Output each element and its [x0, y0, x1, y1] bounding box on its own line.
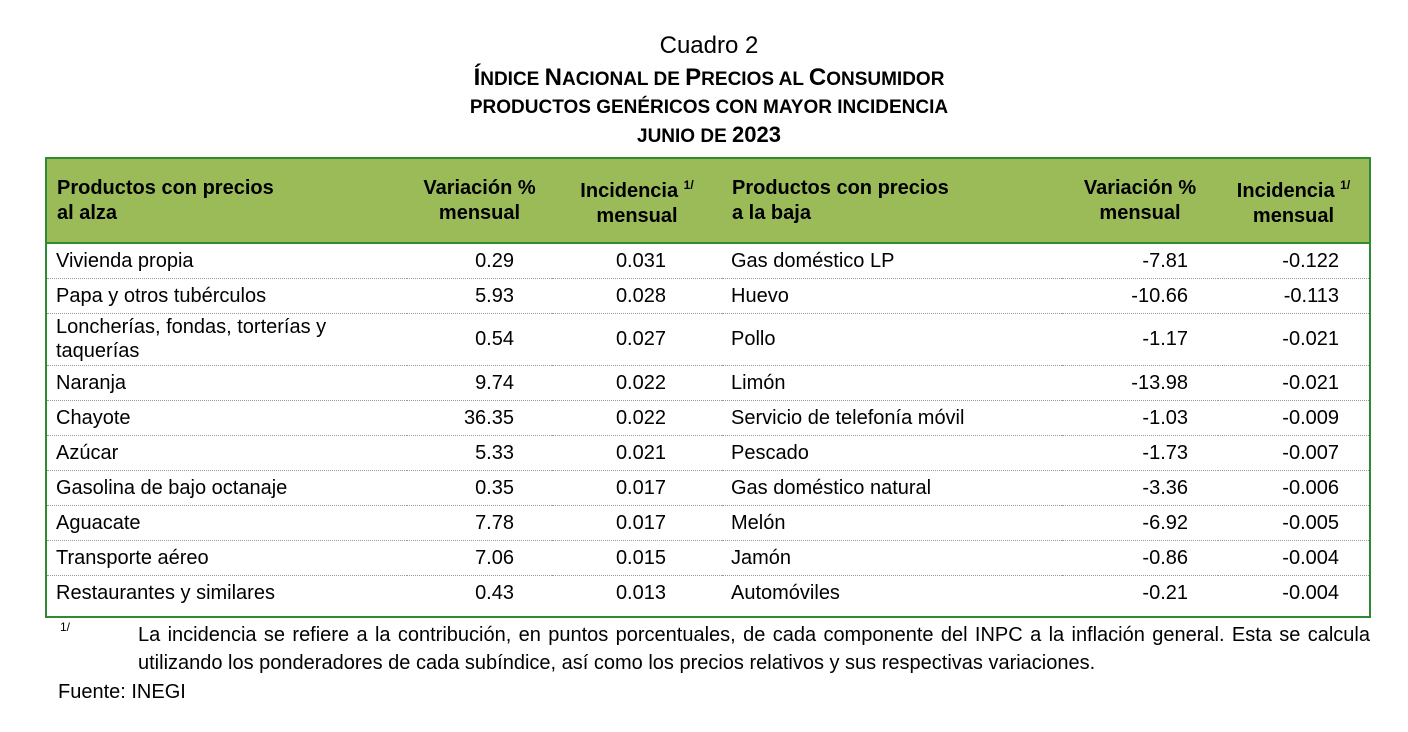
up-variation-cell: 9.74 [407, 365, 552, 401]
up-product-cell: Vivienda propia [47, 243, 407, 279]
up-variation-cell: 5.33 [407, 435, 552, 471]
up-incidence-cell: 0.028 [552, 278, 722, 314]
title-part: ACIONAL DE [561, 69, 686, 90]
column-header-down-incidence: Incidencia 1/mensual [1236, 177, 1351, 227]
up-product-cell: Naranja [47, 365, 407, 401]
footnote-marker: 1/ [60, 620, 71, 634]
up-incidence-cell: 0.031 [552, 243, 722, 279]
column-header-up-incidence: Incidencia 1/mensual [580, 177, 694, 227]
down-incidence-cell: -0.009 [1218, 400, 1369, 436]
title-initial: P [685, 64, 702, 91]
date-label: JUNIO DE [637, 126, 733, 147]
down-product-cell: Automóviles [731, 581, 840, 604]
up-incidence-cell: 0.015 [552, 540, 722, 576]
up-product-cell: Papa y otros tubérculos [47, 278, 407, 314]
down-product-cell: Gas doméstico LP [722, 243, 1062, 279]
down-product-cell: Jamón [722, 540, 1062, 576]
table-row: Gasolina de bajo octanaje 0.35 0.017 Gas… [47, 470, 1369, 506]
column-header-down-variation: Variación % mensual [1083, 176, 1197, 224]
table-row: Chayote 36.35 0.022 Servicio de telefoní… [47, 400, 1369, 436]
down-incidence-cell: -0.005 [1218, 505, 1369, 541]
down-incidence-cell: -0.004 [1282, 581, 1339, 604]
down-incidence-cell: -0.004 [1218, 540, 1369, 576]
down-product-cell: Melón [722, 505, 1062, 541]
up-variation-cell: 0.54 [407, 313, 552, 366]
up-product-cell: Chayote [47, 400, 407, 436]
down-incidence-cell: -0.122 [1218, 243, 1369, 279]
table-row: Papa y otros tubérculos 5.93 0.028 Huevo… [47, 278, 1369, 314]
down-incidence-cell: -0.113 [1218, 278, 1369, 314]
up-variation-cell: 7.78 [407, 505, 552, 541]
up-product-cell: Loncherías, fondas, torterías y taquería… [47, 313, 407, 366]
incidence-table: Productos con precios al alza Variación %… [47, 159, 1369, 610]
table-row: Loncherías, fondas, torterías y taquería… [47, 313, 1369, 366]
table-row: Transporte aéreo 7.06 0.015 Jamón -0.86 … [47, 540, 1369, 576]
down-incidence-cell: -0.006 [1218, 470, 1369, 506]
up-variation-cell: 7.06 [407, 540, 552, 576]
table-header-row: Productos con precios al alza Variación %… [47, 159, 1369, 243]
down-product-cell: Limón [722, 365, 1062, 401]
table-row: Azúcar 5.33 0.021 Pescado -1.73 -0.007 [47, 435, 1369, 471]
down-variation-cell: -1.17 [1062, 313, 1218, 366]
up-product-cell: Aguacate [47, 505, 407, 541]
up-variation-cell: 0.29 [407, 243, 552, 279]
data-table-container: Productos con precios al alza Variación %… [45, 157, 1371, 618]
document-date: JUNIO DE 2023 [0, 121, 1408, 151]
title-part: ONSUMIDOR [826, 69, 945, 90]
down-variation-cell: -0.86 [1062, 540, 1218, 576]
up-incidence-cell: 0.021 [552, 435, 722, 471]
document-subtitle: PRODUCTOS GENÉRICOS CON MAYOR INCIDENCIA [469, 97, 949, 118]
down-product-cell: Pescado [722, 435, 1062, 471]
table-row: Naranja 9.74 0.022 Limón -13.98 -0.021 [47, 365, 1369, 401]
down-variation-cell: -1.03 [1062, 400, 1218, 436]
date-year: 2023 [732, 122, 781, 147]
down-variation-cell: -0.21 [1142, 581, 1188, 604]
footnote-marker: 1/ [683, 177, 694, 192]
title-part: NDICE [480, 69, 545, 90]
source-note: Fuente: INEGI [58, 681, 186, 703]
up-variation-cell: 0.35 [407, 470, 552, 506]
column-header-up-product: Productos con precios al alza [57, 176, 274, 224]
up-variation-cell: 0.43 [475, 581, 514, 604]
down-product-cell: Servicio de telefonía móvil [722, 400, 1062, 436]
up-incidence-cell: 0.022 [552, 365, 722, 401]
title-initial: N [544, 64, 562, 91]
table-number: Cuadro 2 [659, 32, 759, 59]
up-product-cell: Transporte aéreo [47, 540, 407, 576]
table-row: Aguacate 7.78 0.017 Melón -6.92 -0.005 [47, 505, 1369, 541]
up-product-cell: Restaurantes y similares [56, 581, 275, 604]
down-product-cell: Huevo [722, 278, 1062, 314]
down-variation-cell: -7.81 [1062, 243, 1218, 279]
down-incidence-cell: -0.021 [1218, 313, 1369, 366]
down-variation-cell: -1.73 [1062, 435, 1218, 471]
table-row: Vivienda propia 0.29 0.031 Gas doméstico… [47, 243, 1369, 279]
up-product-cell: Azúcar [47, 435, 407, 471]
down-variation-cell: -10.66 [1062, 278, 1218, 314]
document-titles: Cuadro 2 ÍNDICE NACIONAL DE PRECIOS AL C… [0, 30, 1408, 151]
title-initial: Í [473, 64, 481, 91]
title-initial: C [808, 64, 827, 91]
up-incidence-cell: 0.022 [552, 400, 722, 436]
column-header-up-variation: Variación % mensual [423, 176, 536, 224]
up-incidence-cell: 0.017 [552, 505, 722, 541]
up-incidence-cell: 0.013 [615, 581, 666, 604]
up-variation-cell: 5.93 [407, 278, 552, 314]
down-incidence-cell: -0.021 [1218, 365, 1369, 401]
footnote-text: La incidencia se refiere a la contribuci… [138, 624, 1370, 674]
up-incidence-cell: 0.017 [552, 470, 722, 506]
down-product-cell: Pollo [722, 313, 1062, 366]
down-variation-cell: -6.92 [1062, 505, 1218, 541]
down-variation-cell: -13.98 [1062, 365, 1218, 401]
table-row: Restaurantes y similares 0.43 0.013 Auto… [47, 575, 1369, 610]
document-title: ÍNDICE NACIONAL DE PRECIOS AL CONSUMIDOR [0, 63, 1408, 95]
down-incidence-cell: -0.007 [1218, 435, 1369, 471]
title-part: RECIOS AL [701, 69, 809, 90]
column-header-down-product: Productos con precios a la baja [732, 176, 949, 224]
down-product-cell: Gas doméstico natural [722, 470, 1062, 506]
footnote-marker: 1/ [1340, 177, 1351, 192]
up-product-cell: Gasolina de bajo octanaje [47, 470, 407, 506]
up-variation-cell: 36.35 [407, 400, 552, 436]
up-incidence-cell: 0.027 [552, 313, 722, 366]
down-variation-cell: -3.36 [1062, 470, 1218, 506]
